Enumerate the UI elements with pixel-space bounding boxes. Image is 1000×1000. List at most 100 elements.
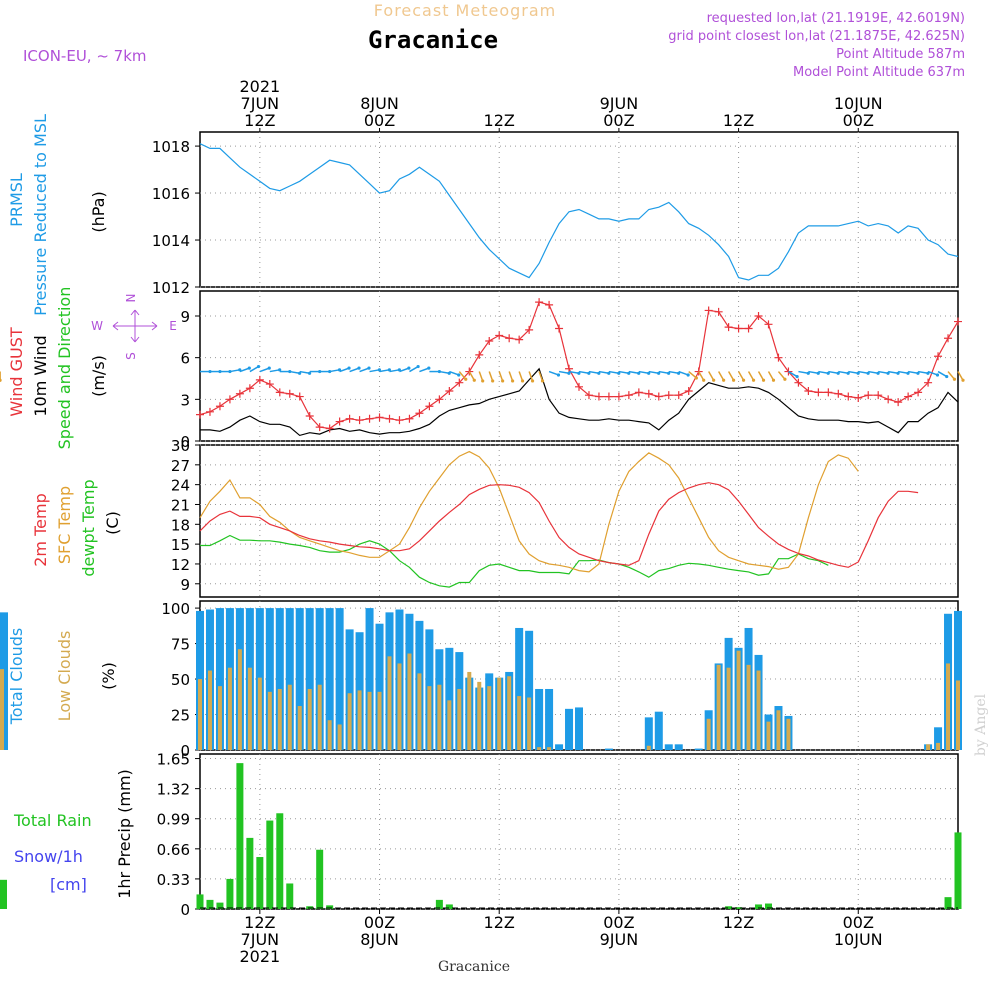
precip-bar [206,899,214,909]
low-cloud-bar [756,670,761,750]
precip-bar [216,902,224,909]
wind-direction-arrow [888,370,899,375]
wind-direction-arrow [908,370,919,375]
precip-bar [954,832,962,909]
y-tick-label: 30 [171,437,190,455]
gust-marker [874,391,883,400]
wind-direction-arrow [858,370,869,375]
panel-border [199,753,959,910]
low-cloud-bar [467,671,472,750]
gust-marker [634,388,643,397]
wind-arrow-head [637,371,641,375]
wind-arrow-head [826,371,830,375]
wind-arrow-head [387,368,391,372]
precip-bar [435,899,443,909]
gust-marker [674,391,683,400]
top-time-label: 2021 [239,77,280,96]
precip-bar [246,837,254,909]
wind-direction-arrow [229,369,240,373]
low-cloud-bar [357,690,362,750]
gust-marker [505,334,514,343]
bottom-time-label: 12Z [484,913,515,932]
wind-direction-arrow [498,371,504,382]
gust-marker [764,320,773,329]
y-tick-label: 9 [180,308,190,326]
low-cloud-bar [956,680,960,750]
top-time-label: 9JUN [600,94,639,113]
wind-direction-arrow [828,370,839,375]
low-cloud-bar [447,700,452,750]
wind-direction-arrow [658,370,669,375]
wind-direction-arrow [818,370,829,375]
wind-arrow-head [587,371,591,375]
wind-direction-arrow [568,370,580,375]
gust-marker [305,412,314,420]
total-cloud-bar [565,708,574,750]
low-cloud-bar [347,693,352,750]
panel-pressure: 1012 1014 1016 1018 [152,131,959,297]
location-title: Gracanice [368,26,498,54]
wind-direction-arrow [239,367,250,373]
wind-direction-arrow [878,370,889,375]
point-altitude: Point Altitude 587m [836,47,965,62]
wind-direction-arrow [638,370,649,375]
gust-marker [355,416,364,425]
total-cloud-bar [275,608,284,750]
wind-arrow-head [520,379,525,383]
wind-direction-arrow [927,370,938,376]
wind-direction-arrow [688,370,697,379]
bottom-time-label: 00Z [603,913,634,932]
low-cloud-bar [397,663,402,750]
gust-marker [375,413,384,422]
y-tick-label: 15 [171,536,190,554]
wind-direction-arrow [538,371,544,382]
total-cloud-bar [515,627,524,750]
wind-arrow-head [667,371,671,375]
wind-arrow-head [511,379,515,383]
gust-marker [415,409,424,418]
footer-location: Gracanice [438,959,510,975]
wind-arrow-head [367,366,371,370]
gust-marker [385,414,394,423]
wind-arrow-head [256,364,261,369]
wind-direction-arrow [289,370,300,375]
low-cloud-bar [407,653,412,750]
total-cloud-bar [325,608,334,750]
wind-speed-line [200,367,959,437]
wind-direction-arrow [419,367,430,373]
gust-marker [525,325,534,334]
wind-direction-arrow [838,370,849,375]
wind-direction-arrow [458,371,467,380]
y-tick-label: 1012 [152,279,190,297]
compass-s: S [124,352,138,360]
gust-marker [545,300,554,309]
y-tick-label: 6 [180,350,190,368]
panel-border [199,290,959,442]
panel-border [199,131,959,288]
low-cloud-bar [237,649,242,750]
wind-direction-arrow [917,370,929,375]
gust-marker [215,402,224,411]
temp-dew-label: dewpt Temp [79,479,98,576]
wind-direction-arrow [269,369,280,373]
wind-direction-arrow [798,370,809,375]
wind-direction-arrow [259,367,270,373]
wind-arrow-head [472,378,476,382]
top-time-label: 12Z [484,111,515,130]
total-cloud-bar [345,629,354,750]
gust-marker [854,393,863,402]
bottom-time-label: 9JUN [600,930,639,949]
gust-marker [335,417,344,426]
gust-marker [724,323,733,332]
wind-arrow-head [952,377,957,381]
gust-marker [205,407,214,416]
y-tick-label: 1016 [152,185,190,203]
gust-marker [565,364,574,373]
wind-arrow-head [298,371,302,375]
precip-bar [266,820,274,909]
wind-dir-label: Speed and Direction [55,287,74,450]
low-cloud-bar [207,670,212,750]
wind-arrow-head [647,371,651,375]
y-tick-label: 50 [171,671,190,689]
gust-marker [495,331,504,340]
